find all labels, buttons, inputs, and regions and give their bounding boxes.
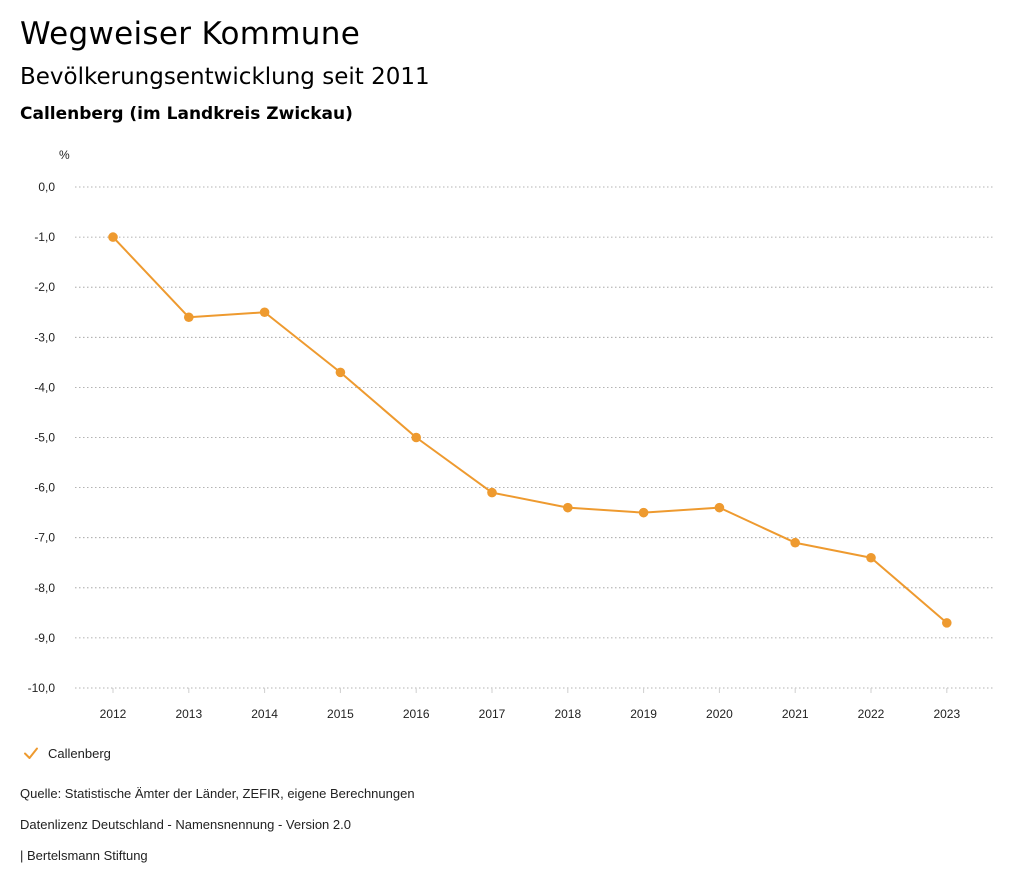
- x-axis-ticks: 2012 2013 2014 2015 2016 2017 2018 2019 2020 2021…: [100, 688, 960, 721]
- chart-subtitle: Bevölkerungsentwicklung seit 2011: [20, 64, 430, 90]
- y-tick-label: -5,0: [34, 431, 55, 445]
- data-point[interactable]: [866, 552, 876, 563]
- x-tick-label: 2021: [782, 707, 809, 721]
- x-tick-label: 2020: [706, 707, 733, 721]
- y-tick-label: -2,0: [34, 280, 55, 294]
- data-point[interactable]: [411, 432, 422, 443]
- data-point[interactable]: [942, 618, 952, 628]
- chart-legend[interactable]: Callenberg: [22, 744, 111, 762]
- x-tick-label: 2022: [858, 707, 885, 721]
- check-icon: [24, 747, 38, 759]
- data-point[interactable]: [184, 312, 194, 323]
- y-tick-label: -9,0: [34, 631, 55, 645]
- data-point[interactable]: [487, 487, 497, 498]
- x-tick-label: 2018: [554, 707, 581, 721]
- x-tick-label: 2019: [630, 707, 657, 721]
- x-tick-label: 2013: [175, 707, 202, 721]
- y-tick-label: -1,0: [34, 230, 55, 244]
- data-point[interactable]: [638, 507, 649, 518]
- x-tick-label: 2017: [479, 707, 506, 721]
- y-tick-label: -4,0: [34, 380, 55, 394]
- page-title: Wegweiser Kommune: [20, 16, 361, 52]
- x-tick-label: 2023: [933, 707, 960, 721]
- x-tick-label: 2014: [251, 707, 278, 721]
- x-tick-label: 2016: [403, 707, 430, 721]
- data-point[interactable]: [714, 502, 725, 513]
- y-axis-ticks: 0,0 -1,0 -2,0 -3,0 -4,0 -5,0 -6,0 -7,0 -8,0 -9,0 -…: [28, 180, 56, 695]
- source-note: Quelle: Statistische Ämter der Länder, Z…: [20, 786, 415, 801]
- region-label: Callenberg (im Landkreis Zwickau): [20, 104, 353, 124]
- y-tick-label: -6,0: [34, 481, 55, 495]
- x-tick-label: 2012: [100, 707, 127, 721]
- x-tick-label: 2015: [327, 707, 354, 721]
- data-point[interactable]: [335, 367, 346, 378]
- y-tick-label: -3,0: [34, 330, 55, 344]
- line-chart: 0,0 -1,0 -2,0 -3,0 -4,0 -5,0 -6,0 -7,0 -8,0 -9,0 -…: [28, 148, 993, 721]
- series-callenberg: [108, 232, 952, 628]
- license-note: Datenlizenz Deutschland - Namensnennung …: [20, 817, 351, 832]
- y-axis-unit-label: %: [59, 148, 70, 162]
- legend-label: Callenberg: [48, 745, 111, 761]
- grid-lines: [75, 186, 993, 689]
- series-line: [112, 236, 948, 624]
- y-tick-label: -8,0: [34, 581, 55, 595]
- credit-note: | Bertelsmann Stiftung: [20, 848, 148, 863]
- data-point[interactable]: [790, 537, 800, 548]
- data-point[interactable]: [108, 232, 118, 242]
- data-point[interactable]: [259, 307, 270, 318]
- data-point[interactable]: [563, 502, 573, 513]
- y-tick-label: 0,0: [38, 180, 55, 194]
- y-tick-label: -10,0: [28, 681, 56, 695]
- y-tick-label: -7,0: [34, 531, 55, 545]
